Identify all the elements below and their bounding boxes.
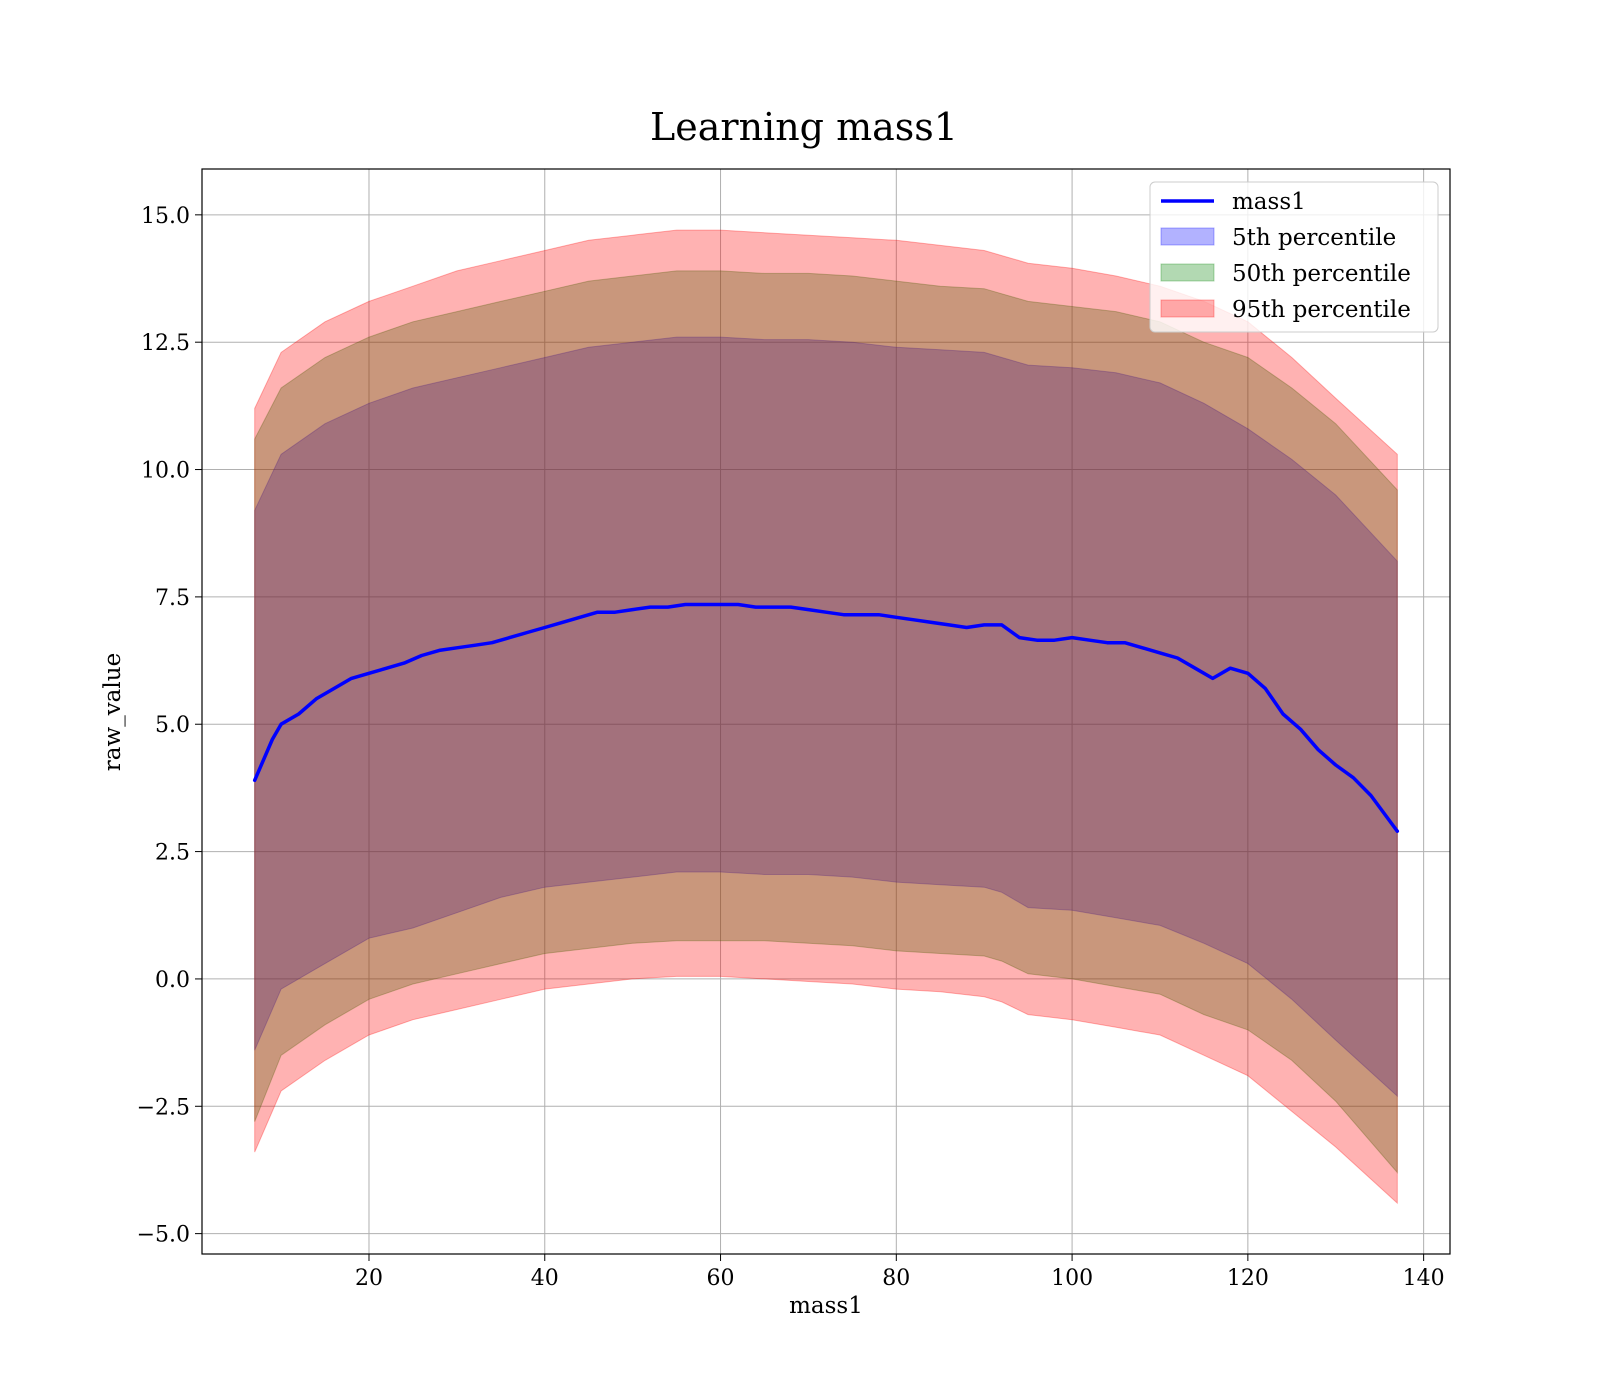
series-line-mass1: [252, 602, 1400, 833]
legend-swatch-band-1: [1160, 263, 1215, 282]
y-tick-label: 10.0: [141, 459, 190, 484]
x-tick-label: 80: [882, 1266, 910, 1291]
series-line-layer: [252, 602, 1400, 833]
y-tick-label: −2.5: [137, 1095, 190, 1120]
y-tick-label: 7.5: [155, 586, 190, 611]
y-tick-label: 15.0: [141, 204, 190, 229]
grid: [202, 169, 1450, 1254]
band-2: [254, 229, 1398, 1205]
y-tick-label: 2.5: [155, 841, 190, 866]
x-axis: 20 40 60 80 100 120 140: [355, 1254, 1445, 1291]
legend-label-line: mass1: [1232, 189, 1306, 215]
percentile-bands: [254, 229, 1398, 1205]
chart-title: Learning mass1: [650, 105, 958, 149]
legend-swatch-band-0: [1160, 227, 1215, 246]
x-tick-label: 140: [1403, 1266, 1445, 1291]
legend-label-band-2: 95th percentile: [1232, 297, 1411, 323]
plot-frame: [201, 168, 1451, 1255]
legend-swatch-band-2: [1160, 299, 1215, 318]
y-tick-label: 0.0: [155, 968, 190, 993]
legend-label-band-0: 5th percentile: [1232, 225, 1396, 251]
y-axis-label: raw_value: [100, 653, 126, 771]
band-1: [254, 270, 1398, 1174]
y-axis: −5.0 −2.5 0.0 2.5 5.0 7.5 10.0 12.5 15.0: [137, 204, 202, 1248]
band-0: [254, 336, 1398, 1098]
x-tick-label: 60: [707, 1266, 735, 1291]
legend-label-band-1: 50th percentile: [1232, 261, 1411, 287]
x-axis-label: mass1: [789, 1293, 863, 1319]
x-tick-label: 100: [1051, 1266, 1093, 1291]
legend-box: [1149, 181, 1439, 333]
x-tick-label: 40: [531, 1266, 559, 1291]
y-tick-label: −5.0: [137, 1223, 190, 1248]
legend: mass1 5th percentile 50th percentile 95t…: [1149, 181, 1439, 333]
y-tick-label: 5.0: [155, 713, 190, 738]
y-tick-label: 12.5: [141, 331, 190, 356]
x-tick-label: 120: [1227, 1266, 1269, 1291]
x-tick-label: 20: [355, 1266, 383, 1291]
